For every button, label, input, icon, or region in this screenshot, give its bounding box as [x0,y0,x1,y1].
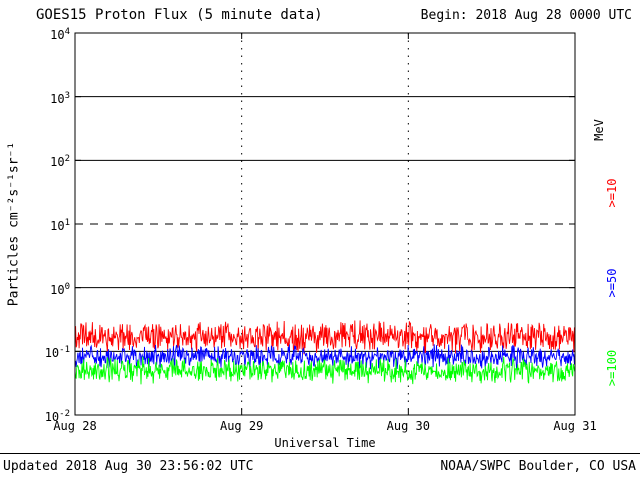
flux-series-ge50 [74,344,576,370]
unit-label-mev: MeV [592,119,606,141]
flux-series-ge100 [74,356,576,385]
x-tick-label: Aug 29 [219,419,264,433]
series-label-ge100: >=100 [605,349,619,387]
x-axis-label: Universal Time [274,436,376,450]
credit-label: NOAA/SWPC Boulder, CO USA [440,459,636,474]
y-tick-label: 10-2 [44,409,70,424]
chart-title: GOES15 Proton Flux (5 minute data) [36,7,323,23]
x-tick-label: Aug 28 [53,419,97,433]
y-axis-label: Particles cm⁻²s⁻¹sr⁻¹ [6,141,22,307]
y-tick-label: 100 [50,281,70,297]
y-tick-label: 10-1 [44,345,70,361]
updated-timestamp: Updated 2018 Aug 30 23:56:02 UTC [3,459,254,474]
series-label-ge50: >=50 [605,268,619,298]
plot-border [74,32,576,416]
x-tick-label: Aug 31 [553,419,597,433]
y-tick-label: 101 [50,218,70,233]
series-label-ge10: >=10 [605,178,619,208]
x-tick-label: Aug 30 [386,419,431,433]
flux-series-ge10 [74,320,576,355]
begin-timestamp-label: Begin: 2018 Aug 28 0000 UTC [420,8,632,23]
y-tick-label: 102 [50,154,70,170]
y-tick-label: 104 [50,27,70,42]
y-tick-label: 103 [50,90,70,106]
footer-divider [0,453,640,454]
